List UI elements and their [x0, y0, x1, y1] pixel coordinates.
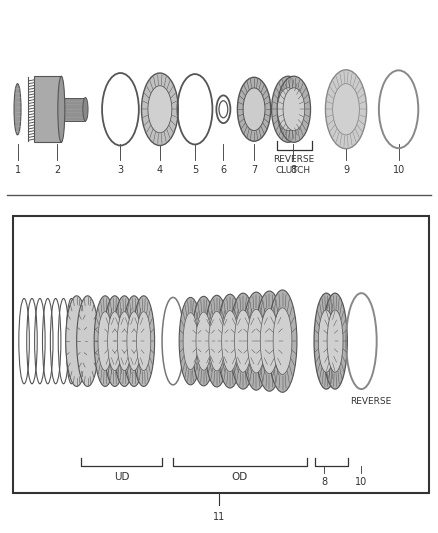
Ellipse shape	[117, 312, 131, 370]
Ellipse shape	[192, 296, 215, 386]
Ellipse shape	[66, 296, 88, 386]
Ellipse shape	[255, 291, 283, 391]
Ellipse shape	[237, 77, 271, 141]
Ellipse shape	[222, 311, 238, 372]
Ellipse shape	[247, 309, 265, 373]
Ellipse shape	[205, 295, 229, 387]
Ellipse shape	[133, 296, 155, 386]
Ellipse shape	[260, 309, 279, 374]
Text: 3: 3	[117, 165, 124, 175]
Ellipse shape	[137, 312, 151, 370]
Text: REVERSE: REVERSE	[350, 397, 392, 406]
Ellipse shape	[179, 297, 202, 385]
Ellipse shape	[283, 88, 305, 131]
Ellipse shape	[77, 296, 99, 386]
Text: 10: 10	[392, 165, 405, 175]
Bar	[61, 98, 85, 121]
Ellipse shape	[230, 293, 256, 389]
Text: 4: 4	[157, 165, 163, 175]
Ellipse shape	[104, 296, 126, 386]
Ellipse shape	[98, 312, 112, 370]
Ellipse shape	[323, 293, 347, 389]
Ellipse shape	[14, 84, 21, 135]
Ellipse shape	[183, 313, 198, 369]
Ellipse shape	[94, 296, 116, 386]
Ellipse shape	[277, 88, 299, 131]
Ellipse shape	[113, 296, 135, 386]
Ellipse shape	[325, 70, 367, 149]
Ellipse shape	[148, 86, 172, 133]
Ellipse shape	[83, 98, 88, 121]
Bar	[34, 76, 61, 142]
Text: 8: 8	[321, 477, 327, 487]
Ellipse shape	[272, 76, 305, 142]
Text: 9: 9	[343, 165, 349, 175]
Ellipse shape	[273, 308, 292, 374]
Text: 5: 5	[192, 165, 198, 175]
Ellipse shape	[327, 310, 343, 372]
Text: UD: UD	[114, 472, 129, 482]
Ellipse shape	[209, 311, 225, 371]
Text: 8: 8	[290, 165, 297, 175]
Text: 7: 7	[251, 165, 257, 175]
Ellipse shape	[141, 73, 178, 146]
Ellipse shape	[243, 88, 265, 131]
Text: 6: 6	[220, 165, 226, 175]
Ellipse shape	[196, 312, 212, 370]
Bar	[13, 216, 429, 493]
Ellipse shape	[108, 312, 122, 370]
Text: 2: 2	[54, 165, 60, 175]
Ellipse shape	[277, 76, 311, 142]
Ellipse shape	[217, 294, 243, 388]
Text: REVERSE
CLUTCH: REVERSE CLUTCH	[273, 155, 314, 175]
Text: 1: 1	[14, 165, 21, 175]
Ellipse shape	[243, 292, 270, 390]
Ellipse shape	[127, 312, 141, 370]
Ellipse shape	[318, 310, 334, 372]
Text: 10: 10	[355, 477, 367, 487]
Ellipse shape	[234, 310, 251, 372]
Ellipse shape	[332, 84, 360, 135]
Ellipse shape	[268, 290, 297, 392]
Ellipse shape	[123, 296, 145, 386]
Ellipse shape	[314, 293, 339, 389]
Ellipse shape	[58, 76, 65, 142]
Text: OD: OD	[232, 472, 248, 482]
Text: 11: 11	[213, 512, 225, 522]
